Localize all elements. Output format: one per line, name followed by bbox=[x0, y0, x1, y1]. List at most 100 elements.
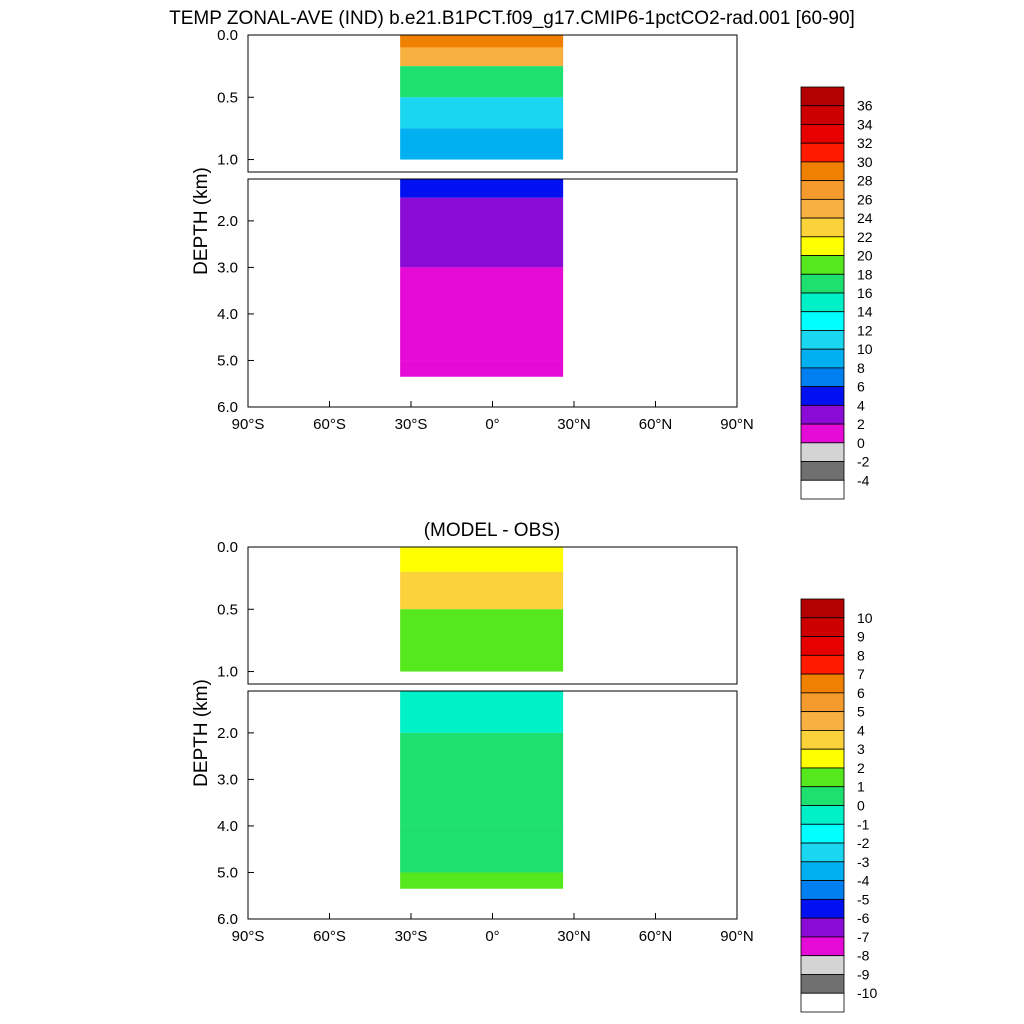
colorbar-label: -8 bbox=[857, 948, 870, 964]
y-axis-label: DEPTH (km) bbox=[191, 679, 212, 787]
colorbar-label: 18 bbox=[857, 266, 873, 282]
colorbar-label: 32 bbox=[857, 135, 873, 151]
y-tick-label: 1.0 bbox=[217, 664, 238, 681]
y-tick-label: 4.0 bbox=[217, 818, 238, 835]
colorbar-box bbox=[800, 805, 845, 825]
colorbar-label: 34 bbox=[857, 116, 873, 132]
colorbar-label: -10 bbox=[857, 985, 877, 1001]
colorbar-box bbox=[800, 617, 845, 637]
colorbar-label: -2 bbox=[857, 835, 870, 851]
colorbar-box bbox=[800, 598, 845, 619]
y-tick-label: 0.5 bbox=[217, 601, 238, 618]
colorbar-box bbox=[800, 386, 845, 406]
depth-band bbox=[400, 825, 564, 873]
colorbar-label: 0 bbox=[857, 798, 865, 814]
x-tick-label: 0° bbox=[485, 928, 499, 945]
colorbar-box bbox=[800, 823, 845, 844]
colorbar-label: 12 bbox=[857, 322, 873, 338]
x-tick-label: 90°N bbox=[720, 928, 754, 945]
colorbar-label: -7 bbox=[857, 929, 870, 945]
depth-band bbox=[400, 732, 564, 826]
colorbar-box bbox=[800, 842, 845, 863]
page-title: TEMP ZONAL-AVE (IND) b.e21.B1PCT.f09_g17… bbox=[169, 8, 855, 29]
colorbar-label: 4 bbox=[857, 722, 865, 738]
depth-band bbox=[400, 267, 564, 361]
x-tick-label: 30°N bbox=[557, 928, 591, 945]
x-tick-label: 60°N bbox=[639, 416, 673, 433]
chart-panel-1: 0.0 0.5 1.0 2.0 3.0 4.0 5.0 6.090°S 60°S 30°S 0° 30… bbox=[191, 27, 873, 500]
depth-band bbox=[400, 35, 564, 48]
upper-section-frame bbox=[247, 546, 738, 685]
colorbar-label: -2 bbox=[857, 454, 870, 470]
upper-section-frame bbox=[247, 34, 738, 173]
colorbar-label: 6 bbox=[857, 685, 865, 701]
colorbar-box bbox=[800, 673, 845, 694]
y-tick-label: 1.0 bbox=[217, 152, 238, 169]
colorbar-label: 2 bbox=[857, 416, 865, 432]
colorbar-box bbox=[800, 692, 845, 713]
depth-band bbox=[400, 66, 564, 98]
colorbar-box bbox=[800, 255, 845, 275]
colorbar-label: 4 bbox=[857, 397, 865, 413]
x-tick-label: 0° bbox=[485, 416, 499, 433]
depth-band bbox=[400, 47, 564, 67]
y-tick-label: 6.0 bbox=[217, 399, 238, 416]
x-tick-label: 60°S bbox=[313, 416, 346, 433]
y-tick-label: 0.0 bbox=[217, 27, 238, 44]
colorbar-box bbox=[800, 479, 845, 500]
x-tick-label: 90°S bbox=[232, 416, 265, 433]
colorbar-box bbox=[800, 236, 845, 256]
depth-band bbox=[400, 128, 564, 160]
colorbar-label: 2 bbox=[857, 760, 865, 776]
y-tick-label: 2.0 bbox=[217, 725, 238, 742]
colorbar-box bbox=[800, 330, 845, 350]
colorbar-box bbox=[800, 767, 845, 788]
colorbar-box bbox=[800, 461, 845, 481]
colorbar-label: -5 bbox=[857, 891, 870, 907]
colorbar-label: 8 bbox=[857, 647, 865, 663]
colorbar-box bbox=[800, 404, 845, 425]
depth-band bbox=[400, 547, 564, 572]
colorbar-label: 22 bbox=[857, 229, 873, 245]
colorbar-label: 7 bbox=[857, 666, 865, 682]
colorbar-box bbox=[800, 654, 845, 675]
colorbar-box bbox=[800, 636, 845, 656]
x-tick-label: 30°S bbox=[395, 416, 428, 433]
colorbar-label: 10 bbox=[857, 341, 873, 357]
colorbar-box bbox=[800, 348, 845, 369]
colorbar-label: 24 bbox=[857, 210, 873, 226]
panel-title-model-minus-obs: (MODEL - OBS) bbox=[423, 520, 561, 541]
y-tick-label: 0.5 bbox=[217, 89, 238, 106]
colorbar-box bbox=[800, 292, 845, 313]
colorbar-label: -4 bbox=[857, 873, 870, 889]
colorbar-label: 20 bbox=[857, 248, 873, 264]
colorbar-box bbox=[800, 442, 845, 462]
colorbar-box bbox=[800, 367, 845, 388]
colorbar-label: 16 bbox=[857, 285, 873, 301]
colorbar-label: 5 bbox=[857, 704, 865, 720]
colorbar-label: 9 bbox=[857, 629, 865, 645]
colorbar-box bbox=[800, 992, 845, 1013]
colorbar-label: 6 bbox=[857, 379, 865, 395]
colorbar-box bbox=[800, 748, 845, 769]
colorbar-box bbox=[800, 180, 845, 200]
depth-band bbox=[400, 571, 564, 610]
depth-band bbox=[400, 197, 564, 268]
depth-band bbox=[400, 97, 564, 129]
x-tick-label: 60°S bbox=[313, 928, 346, 945]
colorbar-box bbox=[800, 198, 845, 219]
colorbar-label: 30 bbox=[857, 154, 873, 170]
y-tick-label: 3.0 bbox=[217, 771, 238, 788]
colorbar-box bbox=[800, 730, 845, 750]
colorbar-label: 0 bbox=[857, 435, 865, 451]
y-tick-label: 0.0 bbox=[217, 539, 238, 556]
x-tick-label: 30°N bbox=[557, 416, 591, 433]
colorbar-label: 1 bbox=[857, 779, 865, 795]
y-tick-label: 5.0 bbox=[217, 864, 238, 881]
x-tick-label: 90°N bbox=[720, 416, 754, 433]
colorbar-label: -1 bbox=[857, 816, 870, 832]
colorbar-label: 26 bbox=[857, 191, 873, 207]
colorbar-label: 3 bbox=[857, 741, 865, 757]
colorbar-box bbox=[800, 105, 845, 125]
